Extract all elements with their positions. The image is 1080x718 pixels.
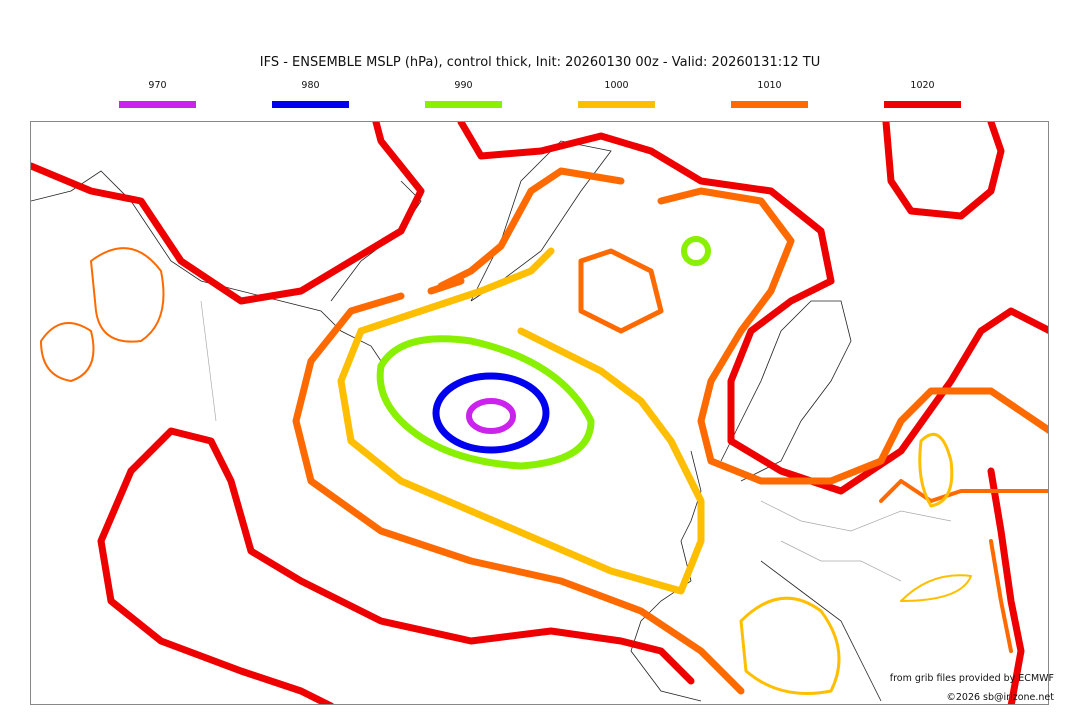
legend-swatch [272,101,349,108]
isobar-1020 [31,122,1048,704]
isobar-980 [432,372,550,454]
isobar-970 [466,398,516,434]
isobar-legend: 970 980 990 1000 1010 1020 [0,80,1080,112]
legend-swatch [731,101,808,108]
legend-label: 980 [301,80,320,91]
isobar-990 [376,236,711,470]
isobar-1000 [337,247,972,695]
borders [200,300,952,582]
coastlines [31,140,882,702]
isobar-map-svg [31,122,1048,704]
legend-item-1000: 1000 [578,80,655,108]
legend-item-970: 970 [119,80,196,108]
legend-label: 990 [454,80,473,91]
mslp-map [30,121,1049,705]
isobar-1010 [40,167,1048,695]
legend-item-990: 990 [425,80,502,108]
legend-item-1010: 1010 [731,80,808,108]
map-title: IFS - ENSEMBLE MSLP (hPa), control thick… [259,55,821,70]
data-source-credit: from grib files provided by ECMWF [889,673,1054,684]
legend-swatch [884,101,961,108]
legend-swatch [119,101,196,108]
legend-swatch [425,101,502,108]
legend-label: 970 [148,80,167,91]
copyright-credit: ©2026 sb@irizone.net [946,692,1054,703]
legend-item-980: 980 [272,80,349,108]
legend-label: 1010 [757,80,782,91]
legend-swatch [578,101,655,108]
legend-label: 1020 [910,80,935,91]
legend-item-1020: 1020 [884,80,961,108]
legend-label: 1000 [604,80,629,91]
